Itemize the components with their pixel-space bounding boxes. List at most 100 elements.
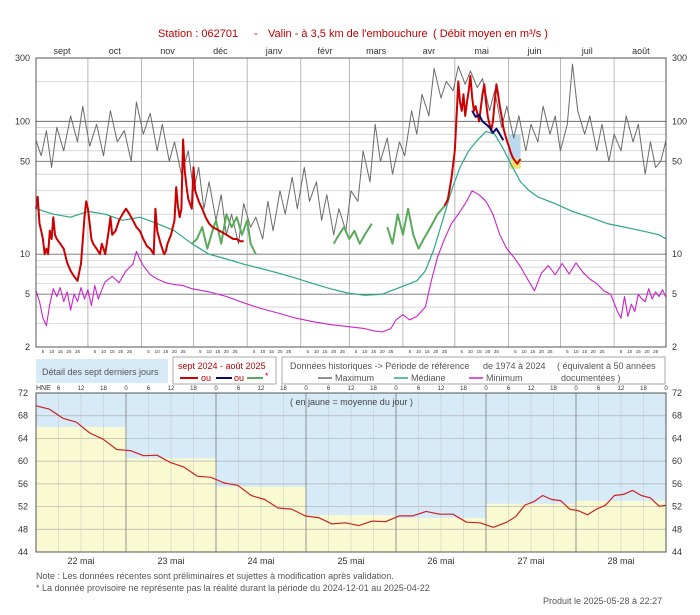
- bottom-day-label: 28 mai: [607, 556, 634, 566]
- bottom-hour-tick: 18: [640, 386, 647, 392]
- footer-produced: Produit le 2025-05-28 à 22:27: [543, 596, 662, 606]
- bottom-ytick-right: 48: [672, 524, 682, 534]
- bottom-hour-tick: 12: [348, 386, 355, 392]
- top-day-tick: 25: [494, 349, 500, 354]
- top-day-tick: 15: [110, 349, 116, 354]
- top-day-tick: 25: [75, 349, 81, 354]
- top-day-tick: 20: [118, 349, 124, 354]
- top-ytick-left: 300: [15, 53, 30, 63]
- top-day-tick: 25: [599, 349, 605, 354]
- bottom-hour-tick: 12: [528, 386, 535, 392]
- bottom-ytick-right: 56: [672, 479, 682, 489]
- legend-min-label: Minimum: [486, 373, 523, 383]
- top-day-tick: 20: [433, 349, 439, 354]
- bottom-ytick-left: 72: [18, 388, 28, 398]
- top-day-tick: 20: [485, 349, 491, 354]
- top-ytick-right: 5: [672, 289, 677, 299]
- series-line-sept-2024-ao-t-2025-rouge: [443, 74, 522, 207]
- top-month-label: juil: [581, 46, 593, 56]
- bottom-chart-series: [35, 405, 667, 528]
- top-day-tick: 15: [323, 349, 329, 354]
- series-line-maximum: [35, 63, 667, 245]
- bottom-hour-tick: 6: [417, 386, 421, 392]
- top-day-tick: 5: [147, 349, 150, 354]
- title-dash: -: [254, 28, 258, 40]
- top-day-tick: 5: [42, 349, 45, 354]
- bottom-hour-tick: 12: [78, 386, 85, 392]
- bottom-ytick-left: 56: [18, 479, 28, 489]
- top-day-tick: 10: [362, 349, 368, 354]
- legend-recent-period: sept 2024 - août 2025: [178, 361, 266, 371]
- bottom-ytick-right: 64: [672, 433, 682, 443]
- top-day-tick: 5: [461, 349, 464, 354]
- bottom-chart-note: ( en jaune = moyenne du jour ): [290, 397, 413, 407]
- top-month-label: avr: [423, 46, 436, 56]
- top-ytick-right: 10: [672, 249, 682, 259]
- series-line-provisoire-vert: [386, 205, 446, 250]
- bottom-ytick-left: 52: [18, 502, 28, 512]
- top-day-tick: 15: [530, 349, 536, 354]
- top-month-label: janv: [265, 46, 283, 56]
- top-month-label: mars: [366, 46, 386, 56]
- top-month-label: mai: [474, 46, 489, 56]
- legend: Détail des sept derniers jours sept 2024…: [36, 356, 666, 385]
- top-ytick-left: 100: [15, 116, 30, 126]
- top-ytick-left: 2: [25, 342, 30, 352]
- top-ytick-right: 300: [672, 53, 687, 63]
- bottom-ytick-left: 44: [18, 547, 28, 557]
- bottom-hour-tick: 0: [664, 386, 668, 392]
- top-day-tick: 10: [314, 349, 320, 354]
- top-day-tick: 5: [306, 349, 309, 354]
- top-day-tick: 10: [627, 349, 633, 354]
- bottom-ytick-right: 44: [672, 547, 682, 557]
- bottom-ytick-left: 64: [18, 433, 28, 443]
- top-month-label: févr: [318, 46, 333, 56]
- bottom-hour-tick: 6: [237, 386, 241, 392]
- top-day-tick: 15: [425, 349, 431, 354]
- legend-recent-title: Détail des sept derniers jours: [42, 367, 159, 377]
- bottom-hour-tick: 0: [124, 386, 128, 392]
- top-day-tick: 20: [224, 349, 230, 354]
- top-day-tick: 10: [416, 349, 422, 354]
- top-day-tick: 15: [269, 349, 275, 354]
- top-day-tick: 5: [355, 349, 358, 354]
- title-station: Station : 062701: [158, 28, 238, 40]
- footer-note2: * La donnée provisoire ne représente pas…: [36, 583, 430, 593]
- bottom-day-label: 25 mai: [337, 556, 364, 566]
- top-chart-frame: [35, 57, 667, 348]
- bottom-ytick-right: 68: [672, 411, 682, 421]
- bottom-hour-tick: 18: [190, 386, 197, 392]
- top-day-tick: 25: [181, 349, 187, 354]
- bottom-y-title: HNE: [36, 385, 51, 392]
- bottom-hour-tick: 12: [618, 386, 625, 392]
- legend-star: *: [265, 371, 269, 381]
- bottom-hour-tick: 0: [304, 386, 308, 392]
- top-day-tick: 20: [331, 349, 337, 354]
- bottom-hour-tick: 6: [57, 386, 61, 392]
- bottom-ytick-left: 48: [18, 524, 28, 534]
- top-last-days-mean: [510, 159, 521, 169]
- top-day-tick: 10: [573, 349, 579, 354]
- top-ytick-left: 5: [25, 289, 30, 299]
- top-day-tick: 5: [94, 349, 97, 354]
- top-day-tick: 20: [278, 349, 284, 354]
- series-line-provisoire-vert: [191, 213, 257, 255]
- top-day-tick: 5: [253, 349, 256, 354]
- top-day-tick: 25: [286, 349, 292, 354]
- top-day-tick: 5: [199, 349, 202, 354]
- top-month-label: juin: [526, 46, 541, 56]
- top-ytick-right: 2: [672, 342, 677, 352]
- bottom-hour-tick: 6: [327, 386, 331, 392]
- top-day-tick: 5: [409, 349, 412, 354]
- bottom-hour-tick: 6: [507, 386, 511, 392]
- top-day-tick: 15: [477, 349, 483, 354]
- bottom-hour-tick: 12: [258, 386, 265, 392]
- bottom-hour-tick: 0: [574, 386, 578, 392]
- bottom-day-label: 22 mai: [67, 556, 94, 566]
- top-day-tick: 10: [101, 349, 107, 354]
- top-day-tick: 15: [163, 349, 169, 354]
- top-month-label: oct: [109, 46, 122, 56]
